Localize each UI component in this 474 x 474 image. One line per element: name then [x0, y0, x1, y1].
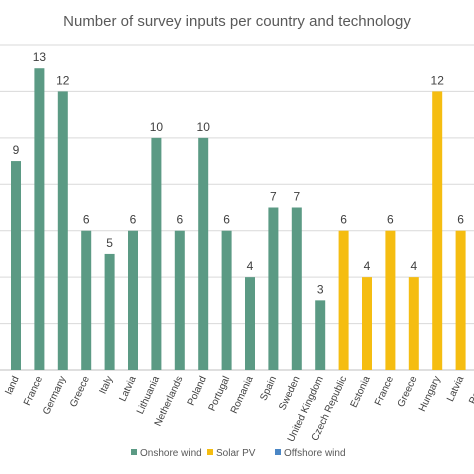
legend-swatch-0	[131, 449, 137, 455]
data-label-2: 12	[56, 73, 70, 87]
x-tick-label-4: Italy	[98, 375, 116, 396]
data-label-6: 10	[150, 120, 164, 134]
data-label-8: 10	[197, 120, 211, 134]
data-label-16: 6	[387, 213, 394, 227]
data-label-12: 7	[293, 190, 300, 204]
bar-9	[221, 230, 232, 370]
legend-label-2: Offshore wind	[284, 448, 346, 459]
x-tick-label-15: Estonia	[349, 374, 373, 409]
x-tick-label-19: Latvia	[445, 374, 466, 403]
bar-5	[128, 230, 138, 370]
data-label-19: 6	[457, 213, 464, 227]
bar-1	[34, 68, 45, 370]
data-labels: 9 13 12 6 5 6 10 6 10 6 4 7 7 3 6 4 6 4 12 6	[13, 50, 465, 296]
x-tick-label-16: France	[373, 374, 396, 407]
bar-3	[81, 230, 92, 370]
data-label-13: 3	[317, 282, 324, 296]
legend: Onshore wind Solar PV Offshore wind	[131, 448, 346, 459]
legend-swatch-1	[207, 449, 213, 455]
bar-7	[174, 230, 185, 370]
bar-2	[57, 91, 68, 370]
data-label-14: 6	[340, 213, 347, 227]
data-label-1: 13	[33, 50, 47, 64]
gridlines	[0, 44, 474, 325]
x-tick-label-5: Latvia	[117, 374, 138, 403]
bar-14	[338, 230, 349, 370]
x-tick-label-9: Portugal	[207, 375, 233, 413]
data-label-5: 6	[130, 213, 137, 227]
data-label-0: 9	[13, 143, 20, 157]
chart-title: Number of survey inputs per country and …	[63, 13, 411, 30]
bar-15	[362, 277, 372, 370]
bar-13	[315, 300, 326, 370]
data-label-3: 6	[83, 213, 90, 227]
x-tick-label-11: Spain	[258, 375, 279, 403]
bar-16	[385, 230, 396, 370]
bar-19	[455, 230, 466, 370]
data-label-9: 6	[223, 213, 230, 227]
bar-0	[11, 161, 21, 370]
data-label-18: 12	[431, 73, 445, 87]
bars	[11, 68, 466, 370]
x-tick-label-20: Portug	[467, 375, 474, 406]
data-label-15: 4	[364, 259, 371, 273]
data-label-17: 4	[410, 259, 417, 273]
bar-18	[432, 91, 443, 370]
bar-4	[104, 253, 115, 370]
x-tick-label-8: Poland	[186, 375, 209, 408]
x-tick-label-0: land	[4, 375, 22, 397]
x-tick-label-12: Sweden	[277, 375, 302, 412]
legend-swatch-2	[275, 449, 281, 455]
x-tick-label-18: Hungary	[417, 375, 443, 414]
bar-12	[291, 207, 302, 370]
legend-label-0: Onshore wind	[140, 448, 202, 459]
x-tick-label-3: Greece	[68, 374, 92, 409]
data-label-7: 6	[176, 213, 183, 227]
data-label-4: 5	[106, 236, 113, 250]
x-tick-label-1: France	[22, 374, 45, 407]
bar-11	[268, 207, 279, 370]
bar-17	[408, 277, 419, 370]
x-tick-label-17: Greece	[396, 374, 420, 409]
bar-8	[198, 137, 209, 370]
x-tick-label-10: Romania	[229, 374, 256, 415]
bar-10	[245, 277, 255, 370]
data-label-10: 4	[247, 259, 254, 273]
data-label-11: 7	[270, 190, 277, 204]
bar-6	[151, 137, 162, 370]
x-tick-label-2: Germany	[41, 375, 68, 417]
legend-label-1: Solar PV	[216, 448, 256, 459]
